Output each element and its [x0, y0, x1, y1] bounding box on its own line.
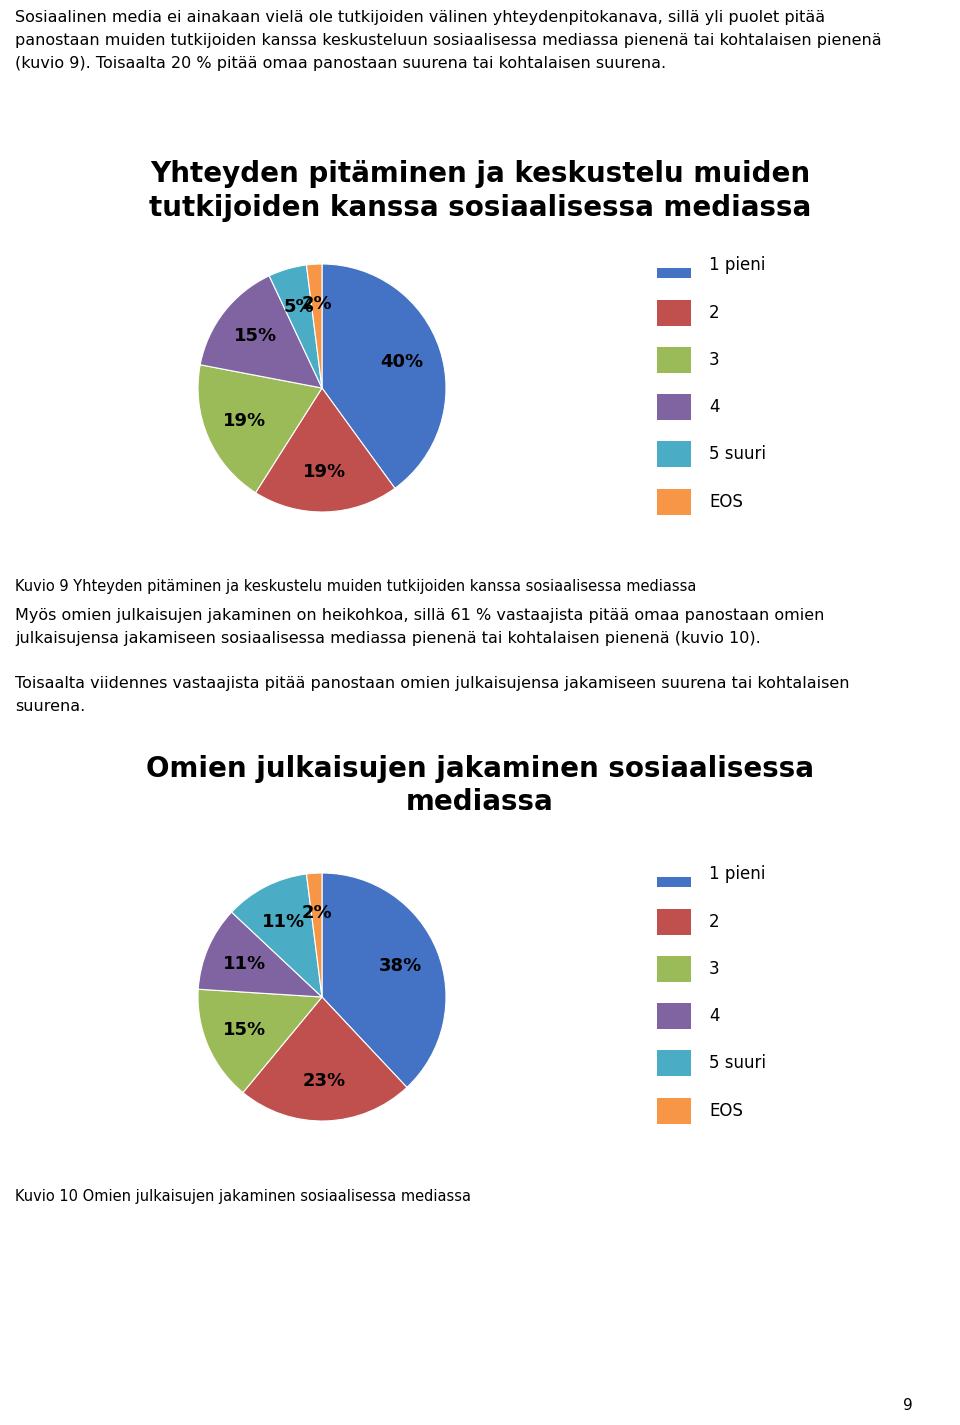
Bar	[657, 956, 691, 982]
Text: Kuvio 9 Yhteyden pitäminen ja keskustelu muiden tutkijoiden kanssa sosiaalisessa: Kuvio 9 Yhteyden pitäminen ja keskustelu…	[15, 579, 696, 593]
Text: EOS: EOS	[709, 493, 743, 510]
Text: 19%: 19%	[303, 463, 347, 482]
Text: 2%: 2%	[301, 903, 332, 922]
Bar	[657, 346, 691, 373]
Text: 9: 9	[902, 1398, 912, 1414]
Text: 11%: 11%	[262, 913, 305, 931]
Wedge shape	[199, 912, 322, 997]
FancyBboxPatch shape	[1, 737, 959, 1177]
Text: 4: 4	[709, 398, 719, 416]
Text: Kuvio 10 Omien julkaisujen jakaminen sosiaalisessa mediassa: Kuvio 10 Omien julkaisujen jakaminen sos…	[15, 1190, 471, 1204]
Text: 1 pieni: 1 pieni	[709, 256, 765, 275]
Wedge shape	[306, 264, 322, 388]
Wedge shape	[198, 989, 322, 1093]
Bar	[657, 299, 691, 326]
Bar	[657, 489, 691, 514]
Wedge shape	[255, 388, 395, 512]
Bar	[657, 442, 691, 467]
Text: 38%: 38%	[379, 958, 422, 975]
Text: 2%: 2%	[301, 295, 332, 314]
Bar	[657, 395, 691, 420]
Text: 4: 4	[709, 1007, 719, 1025]
Wedge shape	[322, 874, 446, 1087]
Text: 19%: 19%	[223, 412, 266, 430]
Bar	[657, 909, 691, 935]
Text: 15%: 15%	[223, 1022, 266, 1039]
Text: 1 pieni: 1 pieni	[709, 865, 765, 884]
Bar	[657, 252, 691, 278]
Wedge shape	[306, 874, 322, 997]
Text: 2: 2	[709, 304, 720, 322]
Text: 2: 2	[709, 912, 720, 931]
Text: Myös omien julkaisujen jakaminen on heikohkoa, sillä 61 % vastaajista pitää omaa: Myös omien julkaisujen jakaminen on heik…	[15, 608, 850, 714]
Wedge shape	[201, 276, 322, 388]
Text: 3: 3	[709, 960, 720, 978]
Wedge shape	[269, 265, 322, 388]
Text: Yhteyden pitäminen ja keskustelu muiden
tutkijoiden kanssa sosiaalisessa mediass: Yhteyden pitäminen ja keskustelu muiden …	[149, 161, 811, 222]
Text: 11%: 11%	[223, 955, 266, 972]
Bar	[657, 1003, 691, 1029]
Text: Omien julkaisujen jakaminen sosiaalisessa
mediassa: Omien julkaisujen jakaminen sosiaalisess…	[146, 755, 814, 817]
Text: EOS: EOS	[709, 1102, 743, 1120]
Text: 23%: 23%	[303, 1072, 347, 1090]
Wedge shape	[322, 264, 446, 489]
Text: 5 suuri: 5 suuri	[709, 1054, 766, 1073]
Text: 5%: 5%	[283, 298, 314, 316]
Text: 3: 3	[709, 351, 720, 369]
Bar	[657, 861, 691, 888]
Text: 15%: 15%	[234, 328, 276, 345]
Text: Sosiaalinen media ei ainakaan vielä ole tutkijoiden välinen yhteydenpitokanava, : Sosiaalinen media ei ainakaan vielä ole …	[15, 10, 881, 71]
Text: 5 suuri: 5 suuri	[709, 446, 766, 463]
FancyBboxPatch shape	[1, 142, 959, 569]
Wedge shape	[231, 874, 322, 997]
Wedge shape	[243, 997, 407, 1121]
Wedge shape	[198, 365, 322, 493]
Bar	[657, 1050, 691, 1076]
Bar	[657, 1097, 691, 1124]
Text: 40%: 40%	[380, 353, 423, 370]
